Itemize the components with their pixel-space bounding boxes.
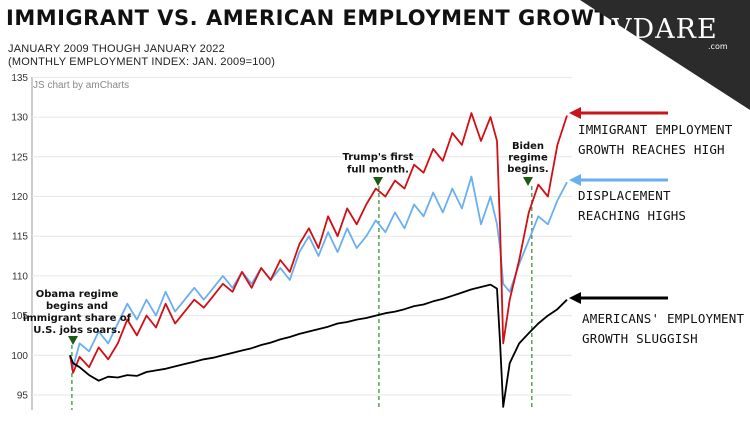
- event-marker-triangle: [373, 177, 383, 186]
- y-tick-label: 110: [12, 271, 28, 282]
- corner-banner: [580, 0, 750, 110]
- arrow-americans-head: [569, 292, 581, 304]
- event-marker-label: U.S. jobs soars.: [33, 325, 121, 336]
- event-marker-label: begins and: [46, 301, 108, 312]
- annotation-immigrant-line1: IMMIGRANT EMPLOYMENT: [578, 122, 733, 137]
- annotation-immigrant: IMMIGRANT EMPLOYMENT GROWTH REACHES HIGH: [578, 120, 733, 160]
- vdare-logo-suffix: .com: [708, 42, 728, 51]
- series-line-americans: [69, 283, 568, 408]
- vdare-logo[interactable]: VDARE: [612, 14, 718, 45]
- arrow-displacement-head: [569, 174, 581, 186]
- event-marker-triangle: [523, 177, 533, 186]
- event-marker-label: regime: [508, 153, 548, 164]
- amcharts-credit[interactable]: JS chart by amCharts: [33, 80, 130, 91]
- y-tick-label: 95: [17, 391, 29, 402]
- chart-subtitle-dates: JANUARY 2009 THOUGH JANUARY 2022: [8, 43, 225, 55]
- annotation-immigrant-line2: GROWTH REACHES HIGH: [578, 142, 725, 157]
- y-tick-label: 105: [11, 311, 28, 322]
- y-tick-label: 115: [12, 232, 28, 243]
- y-tick-label: 135: [11, 73, 28, 84]
- event-marker-label: immigrant share of: [23, 313, 132, 324]
- event-marker-label: Biden: [512, 141, 544, 152]
- chart-title: IMMIGRANT VS. AMERICAN EMPLOYMENT GROWTH: [6, 6, 628, 30]
- series-line-displacement: [69, 175, 568, 369]
- annotation-displacement: DISPLACEMENT REACHING HIGHS: [578, 186, 686, 226]
- event-marker-label: begins.: [507, 164, 548, 175]
- y-tick-label: 125: [11, 152, 28, 163]
- series-line-immigrant: [69, 112, 568, 374]
- annotation-displacement-line2: REACHING HIGHS: [578, 208, 687, 223]
- annotation-displacement-line1: DISPLACEMENT: [578, 188, 671, 203]
- y-tick-label: 130: [11, 113, 28, 124]
- y-tick-label: 100: [11, 351, 28, 362]
- annotation-americans-line2: GROWTH SLUGGISH: [582, 331, 698, 346]
- event-marker-label: Obama regime: [36, 289, 119, 300]
- y-tick-label: 120: [11, 192, 28, 203]
- annotation-americans-line1: AMERICANS' EMPLOYMENT: [582, 311, 745, 326]
- arrow-immigrant-head: [569, 107, 581, 119]
- event-marker-label: full month.: [347, 165, 409, 176]
- chart-subtitle-index: (MONTHLY EMPLOYMENT INDEX: JAN. 2009=100…: [8, 56, 276, 68]
- annotation-americans: AMERICANS' EMPLOYMENT GROWTH SLUGGISH: [582, 309, 744, 349]
- event-marker-label: Trump's first: [343, 152, 414, 163]
- event-marker-triangle: [68, 336, 78, 345]
